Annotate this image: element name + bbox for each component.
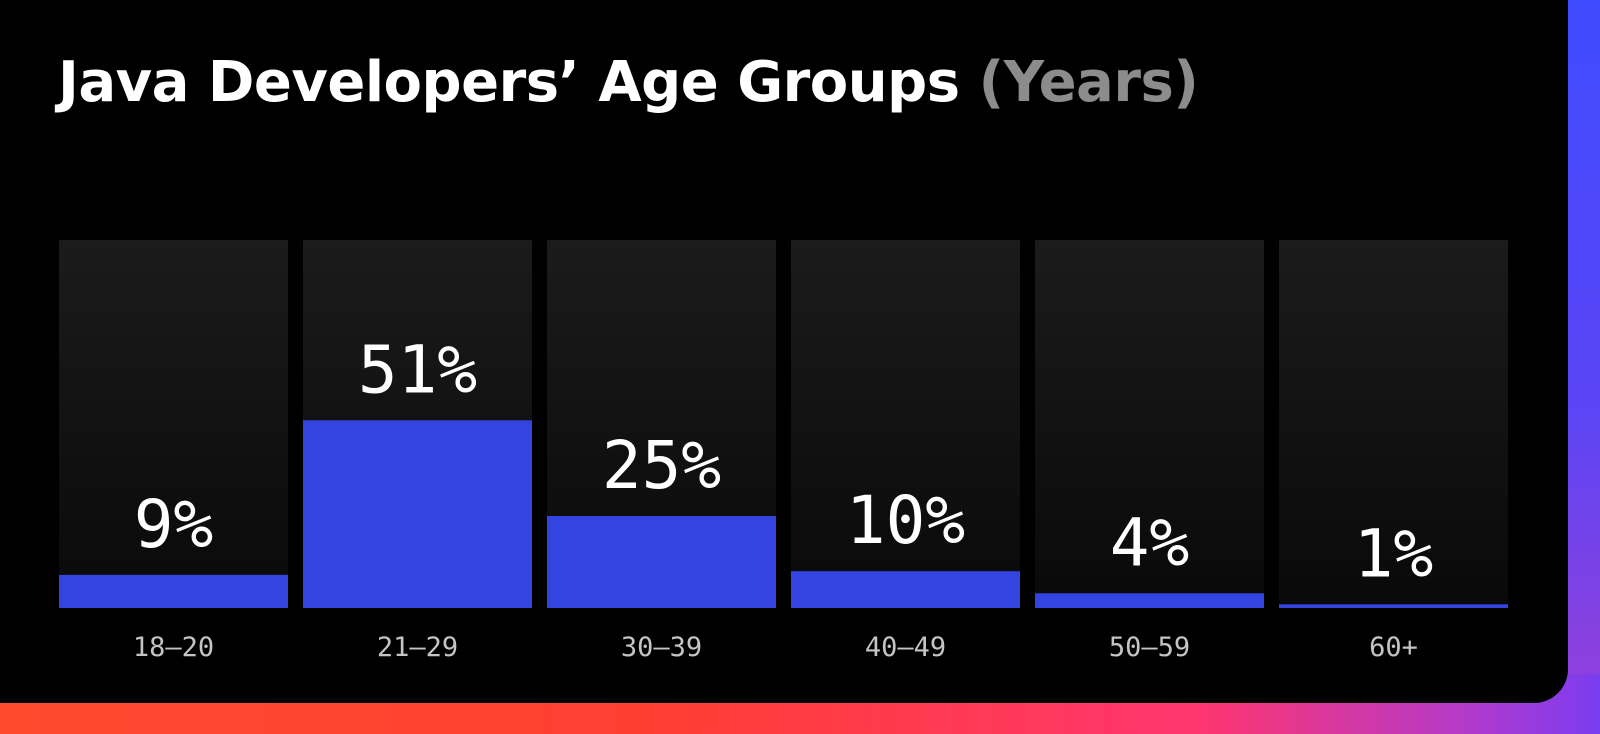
bar-track: [791, 240, 1020, 608]
x-tick-label: 60+: [1369, 632, 1418, 663]
data-label: 1%: [1354, 515, 1433, 592]
bar-track: [1279, 240, 1508, 608]
data-label: 9%: [134, 486, 213, 563]
bar: [791, 571, 1020, 608]
data-label: 25%: [602, 427, 721, 504]
chart-title-main: Java Developers’ Age Groups: [58, 50, 960, 115]
x-tick-label: 30–39: [621, 632, 702, 663]
bar: [1035, 593, 1264, 608]
data-label: 10%: [846, 482, 965, 559]
bar-chart: 9% 18–20 51% 21–29 25% 30–39 10% 40–49 4% 50–59 1%…: [59, 240, 1508, 663]
data-label: 51%: [358, 331, 477, 408]
bar-track: [1035, 240, 1264, 608]
data-label: 4%: [1110, 504, 1189, 581]
bar-track: [59, 240, 288, 608]
bar: [59, 574, 288, 608]
x-tick-label: 50–59: [1109, 632, 1190, 663]
bar: [547, 516, 776, 608]
chart-title: Java Developers’ Age Groups (Years): [58, 50, 1199, 115]
chart-title-unit: (Years): [978, 50, 1199, 115]
x-tick-label: 40–49: [865, 632, 946, 663]
bar: [1279, 604, 1508, 608]
x-tick-label: 18–20: [133, 632, 214, 663]
bar: [303, 420, 532, 608]
x-tick-label: 21–29: [377, 632, 458, 663]
chart-card: Java Developers’ Age Groups (Years) 9% 18…: [0, 0, 1568, 703]
